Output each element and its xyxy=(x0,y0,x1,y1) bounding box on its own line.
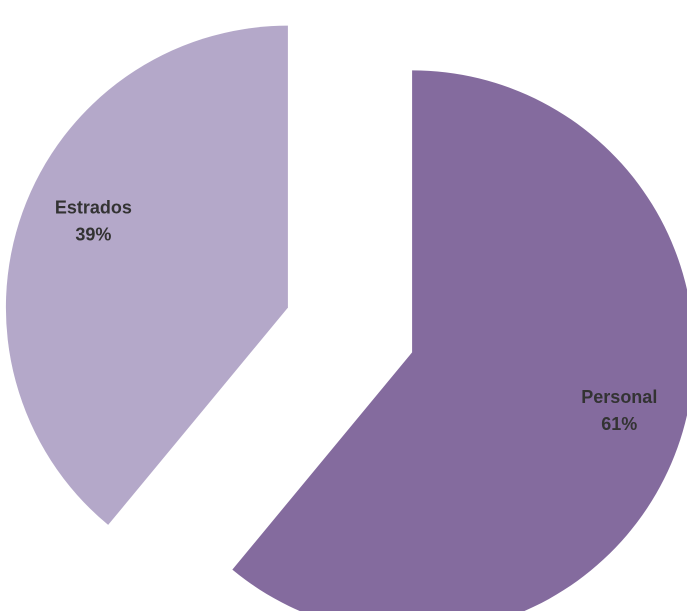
slice-label-estrados: Estrados 39% xyxy=(55,198,132,245)
slice-category-label: Personal xyxy=(581,387,657,407)
pie-slice-personal xyxy=(232,70,687,611)
pie-slice-estrados xyxy=(5,25,288,525)
slice-percent-label: 61% xyxy=(601,414,637,434)
slice-category-label: Estrados xyxy=(55,198,132,218)
slice-percent-label: 39% xyxy=(75,225,111,245)
slice-label-personal: Personal 61% xyxy=(581,387,657,434)
